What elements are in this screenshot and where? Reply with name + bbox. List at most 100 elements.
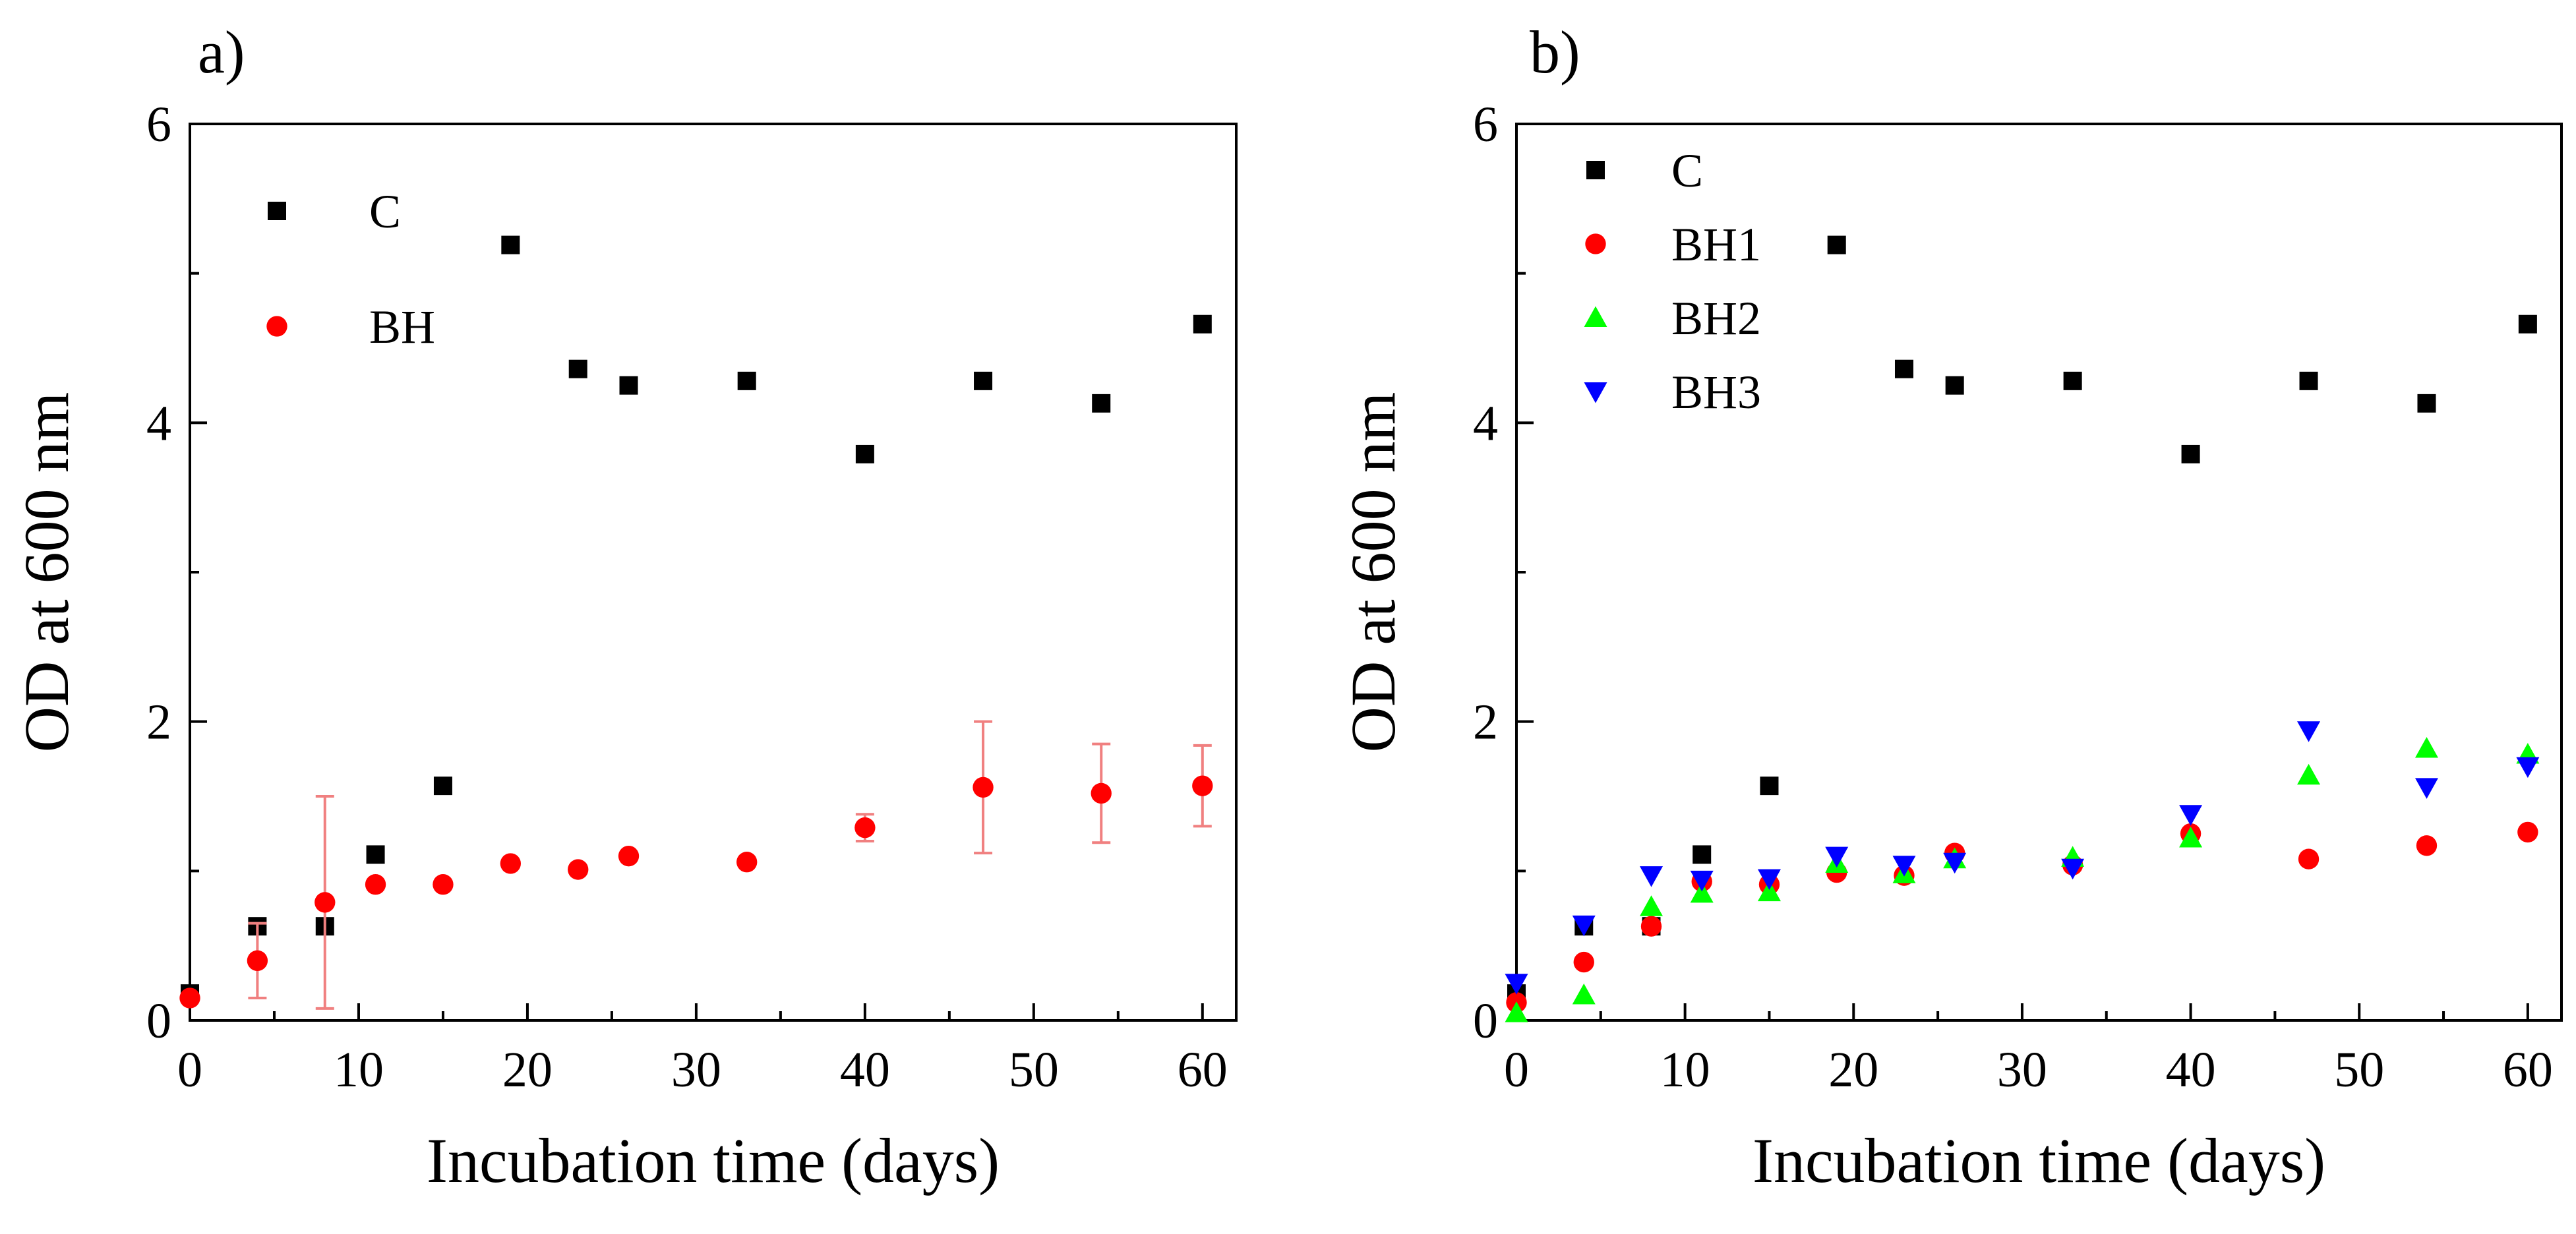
data-point bbox=[247, 950, 268, 972]
data-point bbox=[2061, 858, 2085, 880]
legend-marker-c bbox=[268, 202, 286, 220]
data-point bbox=[1757, 869, 1781, 891]
y-tick-label: 6 bbox=[146, 97, 171, 152]
data-point bbox=[1505, 1001, 1528, 1022]
data-point bbox=[2179, 805, 2203, 826]
x-axis-title: Incubation time (days) bbox=[1752, 1125, 2325, 1196]
data-point bbox=[2417, 394, 2436, 413]
data-point bbox=[568, 359, 587, 378]
x-tick-label: 10 bbox=[1660, 1042, 1710, 1098]
data-point bbox=[855, 444, 874, 463]
data-point bbox=[2299, 371, 2318, 390]
data-point bbox=[974, 371, 993, 390]
data-point bbox=[500, 853, 522, 874]
x-tick-label: 50 bbox=[1009, 1042, 1059, 1098]
data-point bbox=[1572, 983, 1596, 1005]
data-point bbox=[433, 777, 452, 796]
legend-label-c: C bbox=[369, 185, 401, 238]
data-point bbox=[619, 376, 638, 395]
x-tick-label: 30 bbox=[1997, 1042, 2047, 1098]
panel-label: b) bbox=[1530, 18, 1580, 86]
legend-marker-bh3 bbox=[1584, 382, 1607, 403]
data-point bbox=[1092, 394, 1111, 413]
series-bh1 bbox=[1506, 821, 2538, 1013]
data-point bbox=[365, 874, 386, 895]
data-point bbox=[2416, 835, 2438, 856]
data-point bbox=[1573, 951, 1594, 973]
data-point bbox=[501, 235, 520, 254]
y-axis-title: OD at 600 nm bbox=[1338, 392, 1408, 753]
data-point bbox=[2518, 314, 2537, 334]
x-axis-title: Incubation time (days) bbox=[427, 1125, 1000, 1196]
x-tick-label: 60 bbox=[2503, 1042, 2553, 1098]
data-point bbox=[737, 371, 756, 390]
legend-marker-bh bbox=[266, 316, 287, 337]
panel-label: a) bbox=[198, 18, 245, 86]
data-point bbox=[618, 845, 640, 867]
legend-label-bh2: BH2 bbox=[1671, 292, 1761, 345]
x-tick-label: 40 bbox=[840, 1042, 890, 1098]
data-point bbox=[568, 859, 589, 880]
series-bh3 bbox=[1505, 721, 2540, 995]
data-point bbox=[1827, 235, 1846, 254]
data-point bbox=[1892, 856, 1916, 877]
y-tick-label: 4 bbox=[146, 396, 171, 451]
data-point bbox=[1692, 845, 1712, 864]
data-point bbox=[315, 892, 336, 913]
y-tick-label: 2 bbox=[146, 695, 171, 750]
x-tick-label: 30 bbox=[671, 1042, 721, 1098]
data-point bbox=[1760, 777, 1779, 796]
x-tick-label: 0 bbox=[1504, 1042, 1529, 1098]
y-tick-label: 6 bbox=[1473, 97, 1498, 152]
x-tick-label: 20 bbox=[502, 1042, 553, 1098]
data-point bbox=[1193, 314, 1212, 334]
series-bh2 bbox=[1505, 736, 2540, 1022]
data-point bbox=[179, 987, 200, 1009]
data-point bbox=[1505, 974, 1528, 995]
y-tick-label: 0 bbox=[146, 993, 171, 1049]
legend-label-bh3: BH3 bbox=[1671, 366, 1761, 419]
x-tick-label: 10 bbox=[334, 1042, 384, 1098]
y-axis-title: OD at 600 nm bbox=[11, 392, 82, 753]
data-point bbox=[2298, 848, 2320, 869]
data-point bbox=[973, 777, 994, 798]
legend-label-bh: BH bbox=[369, 301, 435, 353]
plot-frame bbox=[189, 123, 1238, 1022]
legend-marker-bh1 bbox=[1585, 233, 1606, 254]
data-point bbox=[1690, 870, 1714, 892]
legend-label-bh1: BH1 bbox=[1671, 218, 1761, 271]
data-point bbox=[1690, 881, 1714, 903]
data-point bbox=[1640, 895, 1663, 916]
data-point bbox=[2414, 778, 2438, 799]
y-tick-label: 4 bbox=[1473, 396, 1498, 451]
x-tick-label: 0 bbox=[177, 1042, 202, 1098]
series-bh bbox=[179, 720, 1213, 1010]
series-c bbox=[181, 235, 1212, 1003]
data-point bbox=[2181, 444, 2200, 463]
data-point bbox=[736, 852, 758, 873]
x-tick-label: 20 bbox=[1828, 1042, 1878, 1098]
data-point bbox=[1894, 359, 1913, 378]
data-point bbox=[1640, 916, 1662, 937]
data-point bbox=[2297, 721, 2321, 742]
data-point bbox=[2179, 826, 2203, 848]
data-point bbox=[1943, 852, 1967, 874]
data-point bbox=[433, 874, 454, 895]
data-point bbox=[1757, 880, 1781, 902]
x-tick-label: 60 bbox=[1178, 1042, 1228, 1098]
x-tick-label: 40 bbox=[2166, 1042, 2216, 1098]
x-tick-label: 50 bbox=[2334, 1042, 2384, 1098]
data-point bbox=[2414, 736, 2438, 758]
data-point bbox=[1945, 376, 1964, 395]
chart-panel-b: b) 0 10 20 30 40 50 60 0 2 4 6 Incubation time (days… bbox=[1338, 18, 2563, 1196]
data-point bbox=[2517, 821, 2538, 843]
chart-panel-a: a) 0 10 20 30 40 50 60 0 2 4 6 Incubation time (days… bbox=[11, 18, 1238, 1196]
series-c bbox=[1507, 235, 2537, 1003]
data-point bbox=[1091, 782, 1112, 804]
data-point bbox=[2516, 757, 2540, 779]
data-point bbox=[1192, 775, 1213, 796]
legend-marker-c bbox=[1586, 161, 1605, 179]
legend-marker-bh2 bbox=[1584, 306, 1607, 327]
data-point bbox=[1825, 846, 1849, 868]
